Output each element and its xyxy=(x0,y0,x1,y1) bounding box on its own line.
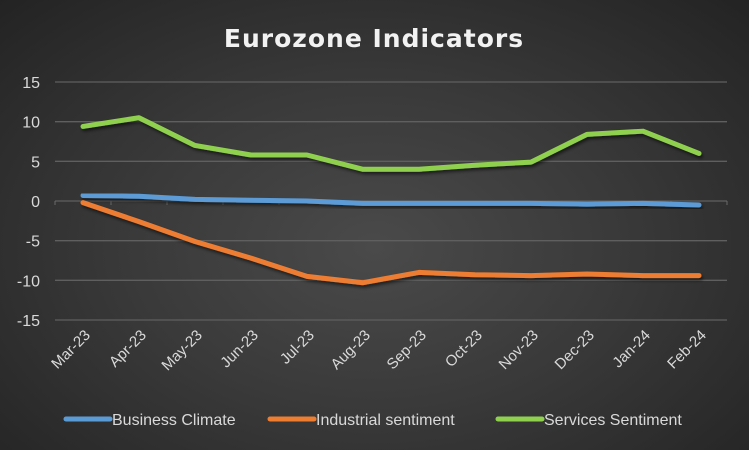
series-industrial-sentiment xyxy=(80,200,702,286)
series-services-sentiment xyxy=(80,115,702,172)
series-line xyxy=(80,115,702,172)
x-tick-label: Dec-23 xyxy=(552,327,598,373)
x-tick-label: May-23 xyxy=(158,327,205,374)
y-tick-label: 0 xyxy=(31,194,40,211)
x-tick-label: Feb-24 xyxy=(664,327,710,373)
chart-title: Eurozone Indicators xyxy=(224,24,524,53)
x-axis: Mar-23 Apr-23 May-23 Jun-23 Jul-23 Aug-23 Sep-… xyxy=(48,327,710,374)
x-tick-label: Aug-23 xyxy=(328,327,374,373)
x-tick-label: Mar-23 xyxy=(48,327,94,373)
series xyxy=(80,115,702,286)
y-tick-label: 10 xyxy=(22,115,40,132)
legend-item: Business Climate xyxy=(63,412,236,429)
series-line xyxy=(80,192,702,208)
x-tick-label: Jul-23 xyxy=(277,327,318,368)
x-tick-label: Jan-24 xyxy=(609,327,653,371)
gridlines xyxy=(54,81,728,321)
y-tick-label: -15 xyxy=(17,313,40,330)
y-tick-label: 5 xyxy=(31,154,40,171)
y-axis: 15 10 5 0 -5 -10 -15 xyxy=(17,75,40,330)
x-tick-label: Jun-23 xyxy=(217,327,261,371)
legend-item: Industrial sentiment xyxy=(267,412,455,429)
x-tick-label: Oct-23 xyxy=(442,327,486,371)
legend-label: Services Sentiment xyxy=(544,412,682,429)
legend-label: Industrial sentiment xyxy=(316,412,455,429)
legend-label: Business Climate xyxy=(112,412,236,429)
x-tick-label: Sep-23 xyxy=(384,327,430,373)
x-tick-label: Nov-23 xyxy=(496,327,542,373)
y-tick-label: -10 xyxy=(17,273,40,290)
legend-item: Services Sentiment xyxy=(495,412,682,429)
x-tick-label: Apr-23 xyxy=(106,327,150,371)
y-tick-label: -5 xyxy=(26,234,40,251)
series-line xyxy=(80,200,702,286)
y-tick-label: 15 xyxy=(22,75,40,92)
legend: Business Climate Industrial sentiment Serv… xyxy=(63,412,682,429)
series-business-climate xyxy=(80,192,702,208)
